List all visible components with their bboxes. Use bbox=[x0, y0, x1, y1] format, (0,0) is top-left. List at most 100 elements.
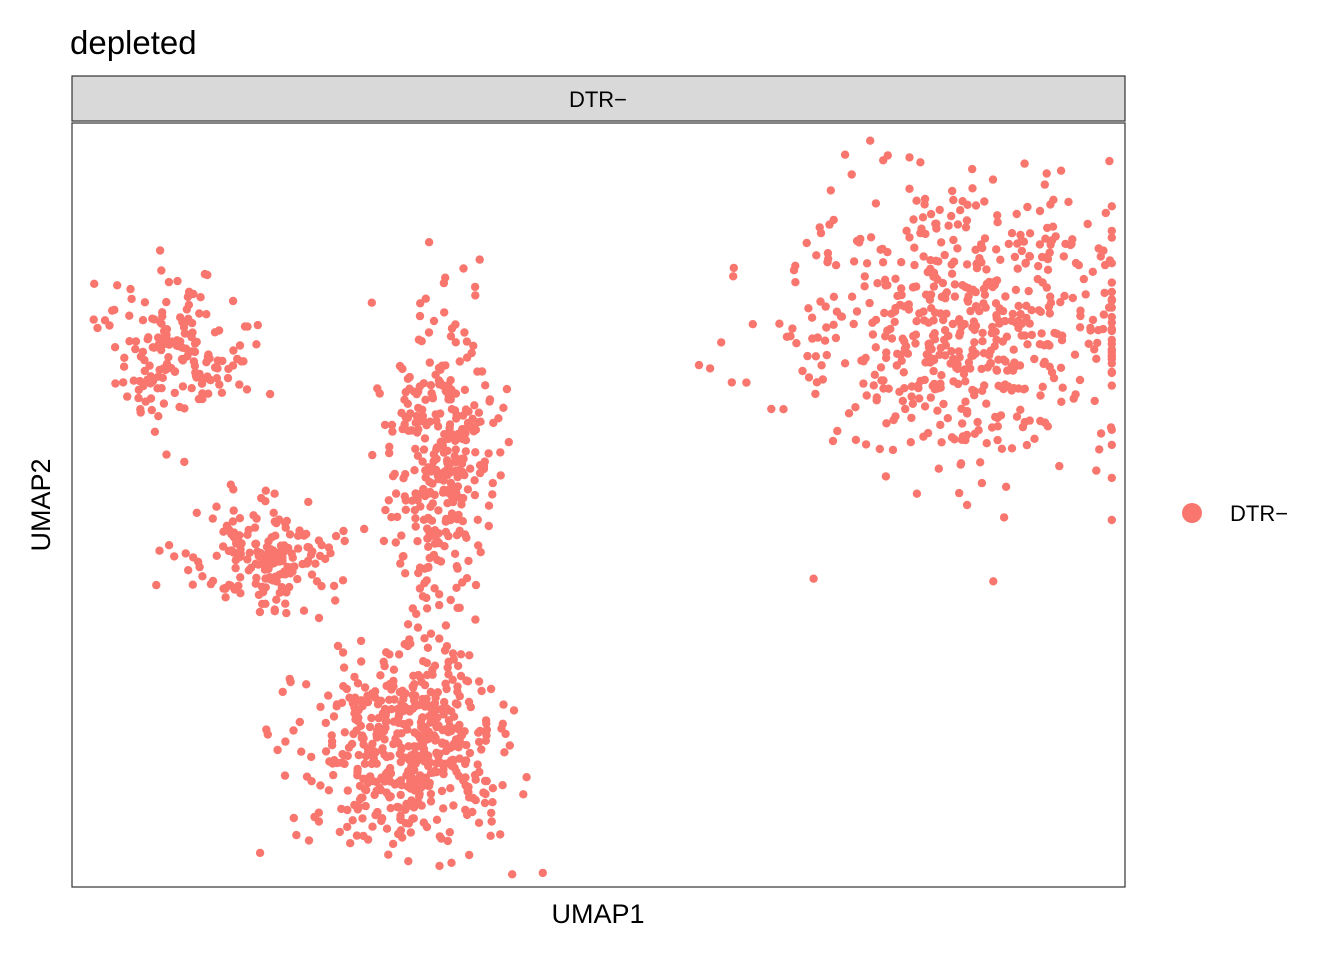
data-point bbox=[458, 517, 467, 526]
data-point bbox=[897, 284, 906, 293]
data-point bbox=[844, 409, 854, 418]
data-point bbox=[214, 326, 224, 335]
data-point bbox=[150, 315, 159, 324]
data-point bbox=[992, 335, 1001, 345]
data-point bbox=[321, 747, 331, 756]
data-point bbox=[333, 641, 343, 651]
data-point bbox=[113, 281, 122, 290]
data-point bbox=[811, 352, 821, 361]
data-point bbox=[979, 349, 989, 358]
data-point bbox=[991, 327, 1000, 336]
data-point bbox=[442, 684, 451, 694]
data-point bbox=[1084, 339, 1093, 348]
data-point bbox=[906, 438, 915, 447]
data-point bbox=[947, 347, 956, 356]
data-point bbox=[978, 243, 987, 253]
data-point bbox=[929, 316, 938, 325]
data-point bbox=[944, 221, 953, 230]
data-point bbox=[1008, 309, 1017, 319]
data-point bbox=[429, 316, 439, 326]
data-point bbox=[453, 700, 462, 709]
data-point bbox=[811, 389, 820, 399]
data-point bbox=[807, 313, 817, 322]
data-point bbox=[1096, 429, 1106, 438]
data-point bbox=[939, 399, 948, 409]
data-point bbox=[324, 691, 333, 700]
data-point bbox=[187, 318, 197, 328]
data-point bbox=[385, 442, 394, 451]
data-point bbox=[914, 383, 923, 393]
data-point bbox=[833, 426, 842, 436]
data-point bbox=[131, 344, 140, 354]
data-point bbox=[1079, 274, 1089, 284]
data-point bbox=[212, 502, 221, 511]
data-point bbox=[824, 254, 833, 263]
data-point bbox=[451, 445, 460, 454]
data-point bbox=[365, 722, 375, 732]
data-point bbox=[460, 385, 470, 395]
data-point bbox=[1083, 219, 1092, 229]
data-point bbox=[905, 233, 914, 242]
data-point bbox=[453, 661, 463, 671]
data-point bbox=[400, 492, 409, 501]
data-point bbox=[268, 559, 277, 568]
data-point bbox=[840, 150, 850, 159]
data-point bbox=[439, 769, 448, 779]
data-point bbox=[450, 406, 460, 415]
data-point bbox=[860, 282, 869, 291]
data-point bbox=[312, 577, 322, 586]
data-point bbox=[182, 305, 191, 314]
data-point bbox=[350, 672, 359, 682]
data-point bbox=[1017, 236, 1026, 245]
data-point bbox=[348, 699, 357, 708]
data-point bbox=[215, 380, 224, 389]
data-point bbox=[454, 429, 463, 439]
data-point bbox=[265, 389, 275, 399]
data-point bbox=[1046, 298, 1056, 307]
data-point bbox=[346, 839, 355, 848]
data-point bbox=[909, 215, 918, 224]
data-point bbox=[235, 514, 245, 523]
data-point bbox=[1086, 323, 1095, 333]
data-point bbox=[936, 343, 945, 353]
data-point bbox=[234, 540, 243, 549]
data-point bbox=[889, 415, 898, 425]
data-point bbox=[412, 757, 421, 766]
data-point bbox=[154, 412, 163, 421]
data-point bbox=[508, 870, 517, 879]
data-point bbox=[424, 751, 433, 760]
data-point bbox=[972, 259, 981, 268]
data-point bbox=[198, 572, 207, 581]
data-point bbox=[1107, 359, 1117, 368]
data-point bbox=[471, 796, 480, 805]
data-point bbox=[920, 194, 930, 204]
data-point bbox=[1099, 310, 1109, 319]
data-point bbox=[385, 763, 395, 773]
data-point bbox=[419, 744, 429, 754]
data-point bbox=[302, 680, 311, 689]
data-point bbox=[422, 604, 432, 613]
data-point bbox=[932, 219, 941, 228]
data-point bbox=[379, 775, 388, 785]
data-point bbox=[1056, 363, 1066, 372]
data-point bbox=[419, 379, 428, 388]
data-point bbox=[1061, 239, 1070, 249]
data-point bbox=[880, 308, 889, 318]
data-point bbox=[329, 770, 338, 780]
data-point bbox=[382, 648, 391, 657]
data-point bbox=[410, 466, 419, 475]
data-point bbox=[804, 373, 814, 382]
data-point bbox=[217, 388, 227, 397]
data-point bbox=[947, 211, 956, 221]
data-point bbox=[249, 511, 258, 520]
data-point bbox=[1058, 331, 1067, 340]
data-point bbox=[289, 726, 298, 735]
data-point bbox=[1090, 396, 1099, 406]
data-point bbox=[1021, 258, 1030, 268]
data-point bbox=[302, 772, 312, 781]
data-point bbox=[260, 561, 270, 570]
data-point bbox=[404, 857, 413, 866]
data-point bbox=[343, 822, 352, 832]
data-point bbox=[255, 607, 265, 617]
data-point bbox=[212, 374, 222, 383]
